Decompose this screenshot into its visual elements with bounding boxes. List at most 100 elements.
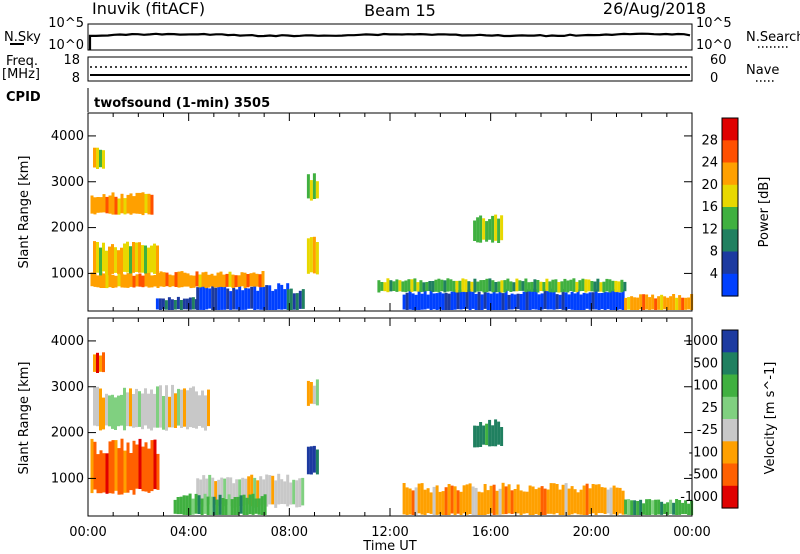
heatmap-cell	[262, 286, 266, 310]
heatmap-cell	[560, 281, 564, 293]
heatmap-cell	[309, 446, 313, 475]
heatmap-cell	[252, 272, 256, 287]
heatmap-cell	[244, 288, 248, 310]
heatmap-cell	[485, 221, 489, 242]
heatmap-cell	[179, 300, 183, 310]
heatmap-cell	[687, 297, 691, 310]
heatmap-cell	[205, 478, 209, 507]
heatmap-cell	[549, 483, 553, 514]
heatmap-cell	[486, 292, 490, 310]
heatmap-cell	[217, 479, 221, 506]
heatmap-cell	[408, 289, 412, 310]
heatmap-cell	[306, 446, 310, 475]
heatmap-cell	[453, 289, 457, 310]
velocity-colorbar: 1000 500 100 25 -25 -100 -500 -1000	[680, 329, 739, 509]
heatmap-cell	[123, 450, 127, 493]
heatmap-cell	[435, 293, 439, 310]
heatmap-cell	[509, 281, 513, 292]
colorbar-tick-label: -1000	[680, 490, 718, 505]
heatmap-cell	[147, 272, 151, 288]
heatmap-cell	[215, 499, 219, 515]
y-tick-label: 1000	[51, 471, 84, 486]
heatmap-cell	[416, 282, 420, 292]
station-title: Inuvik (fitACF)	[92, 0, 205, 18]
heatmap-cell	[429, 290, 433, 310]
heatmap-cell	[191, 498, 195, 515]
nave-tick-top: 60	[710, 53, 727, 68]
heatmap-cell	[280, 284, 284, 310]
x-axis-label: Time UT	[362, 539, 416, 554]
heatmap-cell	[603, 291, 607, 310]
heatmap-cell	[144, 272, 148, 287]
heatmap-cell	[102, 150, 105, 169]
heatmap-cell	[663, 503, 667, 515]
heatmap-cell	[138, 192, 142, 214]
heatmap-cell	[642, 503, 646, 515]
heatmap-cell	[443, 280, 447, 293]
heatmap-cell	[226, 477, 230, 505]
heatmap-cell	[186, 273, 190, 287]
heatmap-cell	[168, 396, 171, 428]
heatmap-cell	[458, 280, 462, 293]
heatmap-cell	[242, 494, 246, 515]
heatmap-cell	[473, 220, 477, 241]
heatmap-cell	[277, 473, 281, 505]
heatmap-cell	[651, 294, 655, 310]
heatmap-cell	[489, 293, 493, 310]
heatmap-cell	[240, 272, 244, 287]
heatmap-cell	[250, 286, 254, 309]
heatmap-cell	[120, 273, 124, 288]
heatmap-cell	[477, 291, 481, 310]
heatmap-cell	[627, 297, 631, 310]
heatmap-cell	[202, 283, 206, 310]
velocity-y-axis-label: Slant Range [km]	[17, 362, 32, 475]
x-tick-label: 04:00	[170, 525, 207, 540]
heatmap-cell	[621, 490, 625, 515]
heatmap-cell	[590, 281, 594, 292]
heatmap-cell	[189, 275, 193, 289]
colorbar-tick-label: 1000	[685, 334, 718, 349]
heatmap-cell	[147, 193, 151, 215]
heatmap-cell	[467, 281, 471, 292]
heatmap-cell	[615, 291, 619, 310]
heatmap-cell	[99, 247, 102, 276]
heatmap-cell	[309, 382, 313, 404]
heatmap-cell	[492, 290, 496, 310]
heatmap-cell	[132, 394, 135, 428]
colorbar-swatch	[722, 419, 738, 442]
heatmap-cell	[144, 442, 148, 492]
power-heatmap-cells	[90, 147, 694, 310]
heatmap-cell	[447, 484, 451, 515]
heatmap-cell	[165, 272, 169, 287]
heatmap-cell	[392, 281, 396, 291]
heatmap-cell	[618, 292, 622, 310]
heatmap-cell	[614, 280, 618, 293]
heatmap-cell	[413, 278, 417, 292]
heatmap-cell	[432, 486, 436, 515]
heatmap-cell	[315, 242, 319, 275]
colorbar-tick-label: 100	[693, 379, 718, 394]
heatmap-cell	[105, 250, 108, 275]
heatmap-cell	[377, 280, 381, 293]
power-colorbar: 28 24 20 16 12 8 4	[701, 117, 739, 297]
heatmap-cell	[176, 497, 180, 515]
x-tick-label: 12:00	[371, 525, 408, 540]
heatmap-cell	[485, 423, 489, 446]
heatmap-cell	[584, 279, 588, 293]
heatmap-cell	[663, 296, 667, 310]
heatmap-cell	[489, 485, 493, 514]
heatmap-cell	[93, 241, 96, 274]
heatmap-cell	[536, 280, 540, 293]
heatmap-cell	[201, 272, 205, 287]
heatmap-cell	[672, 502, 676, 515]
heatmap-cell	[429, 492, 433, 514]
heatmap-cell	[228, 271, 232, 287]
heatmap-cell	[488, 219, 492, 240]
heatmap-cell	[204, 271, 208, 289]
heatmap-cell	[546, 489, 550, 514]
heatmap-cell	[380, 282, 384, 291]
heatmap-cell	[533, 279, 537, 292]
heatmap-cell	[111, 394, 114, 429]
heatmap-cell	[99, 450, 103, 494]
heatmap-cell	[411, 490, 415, 515]
